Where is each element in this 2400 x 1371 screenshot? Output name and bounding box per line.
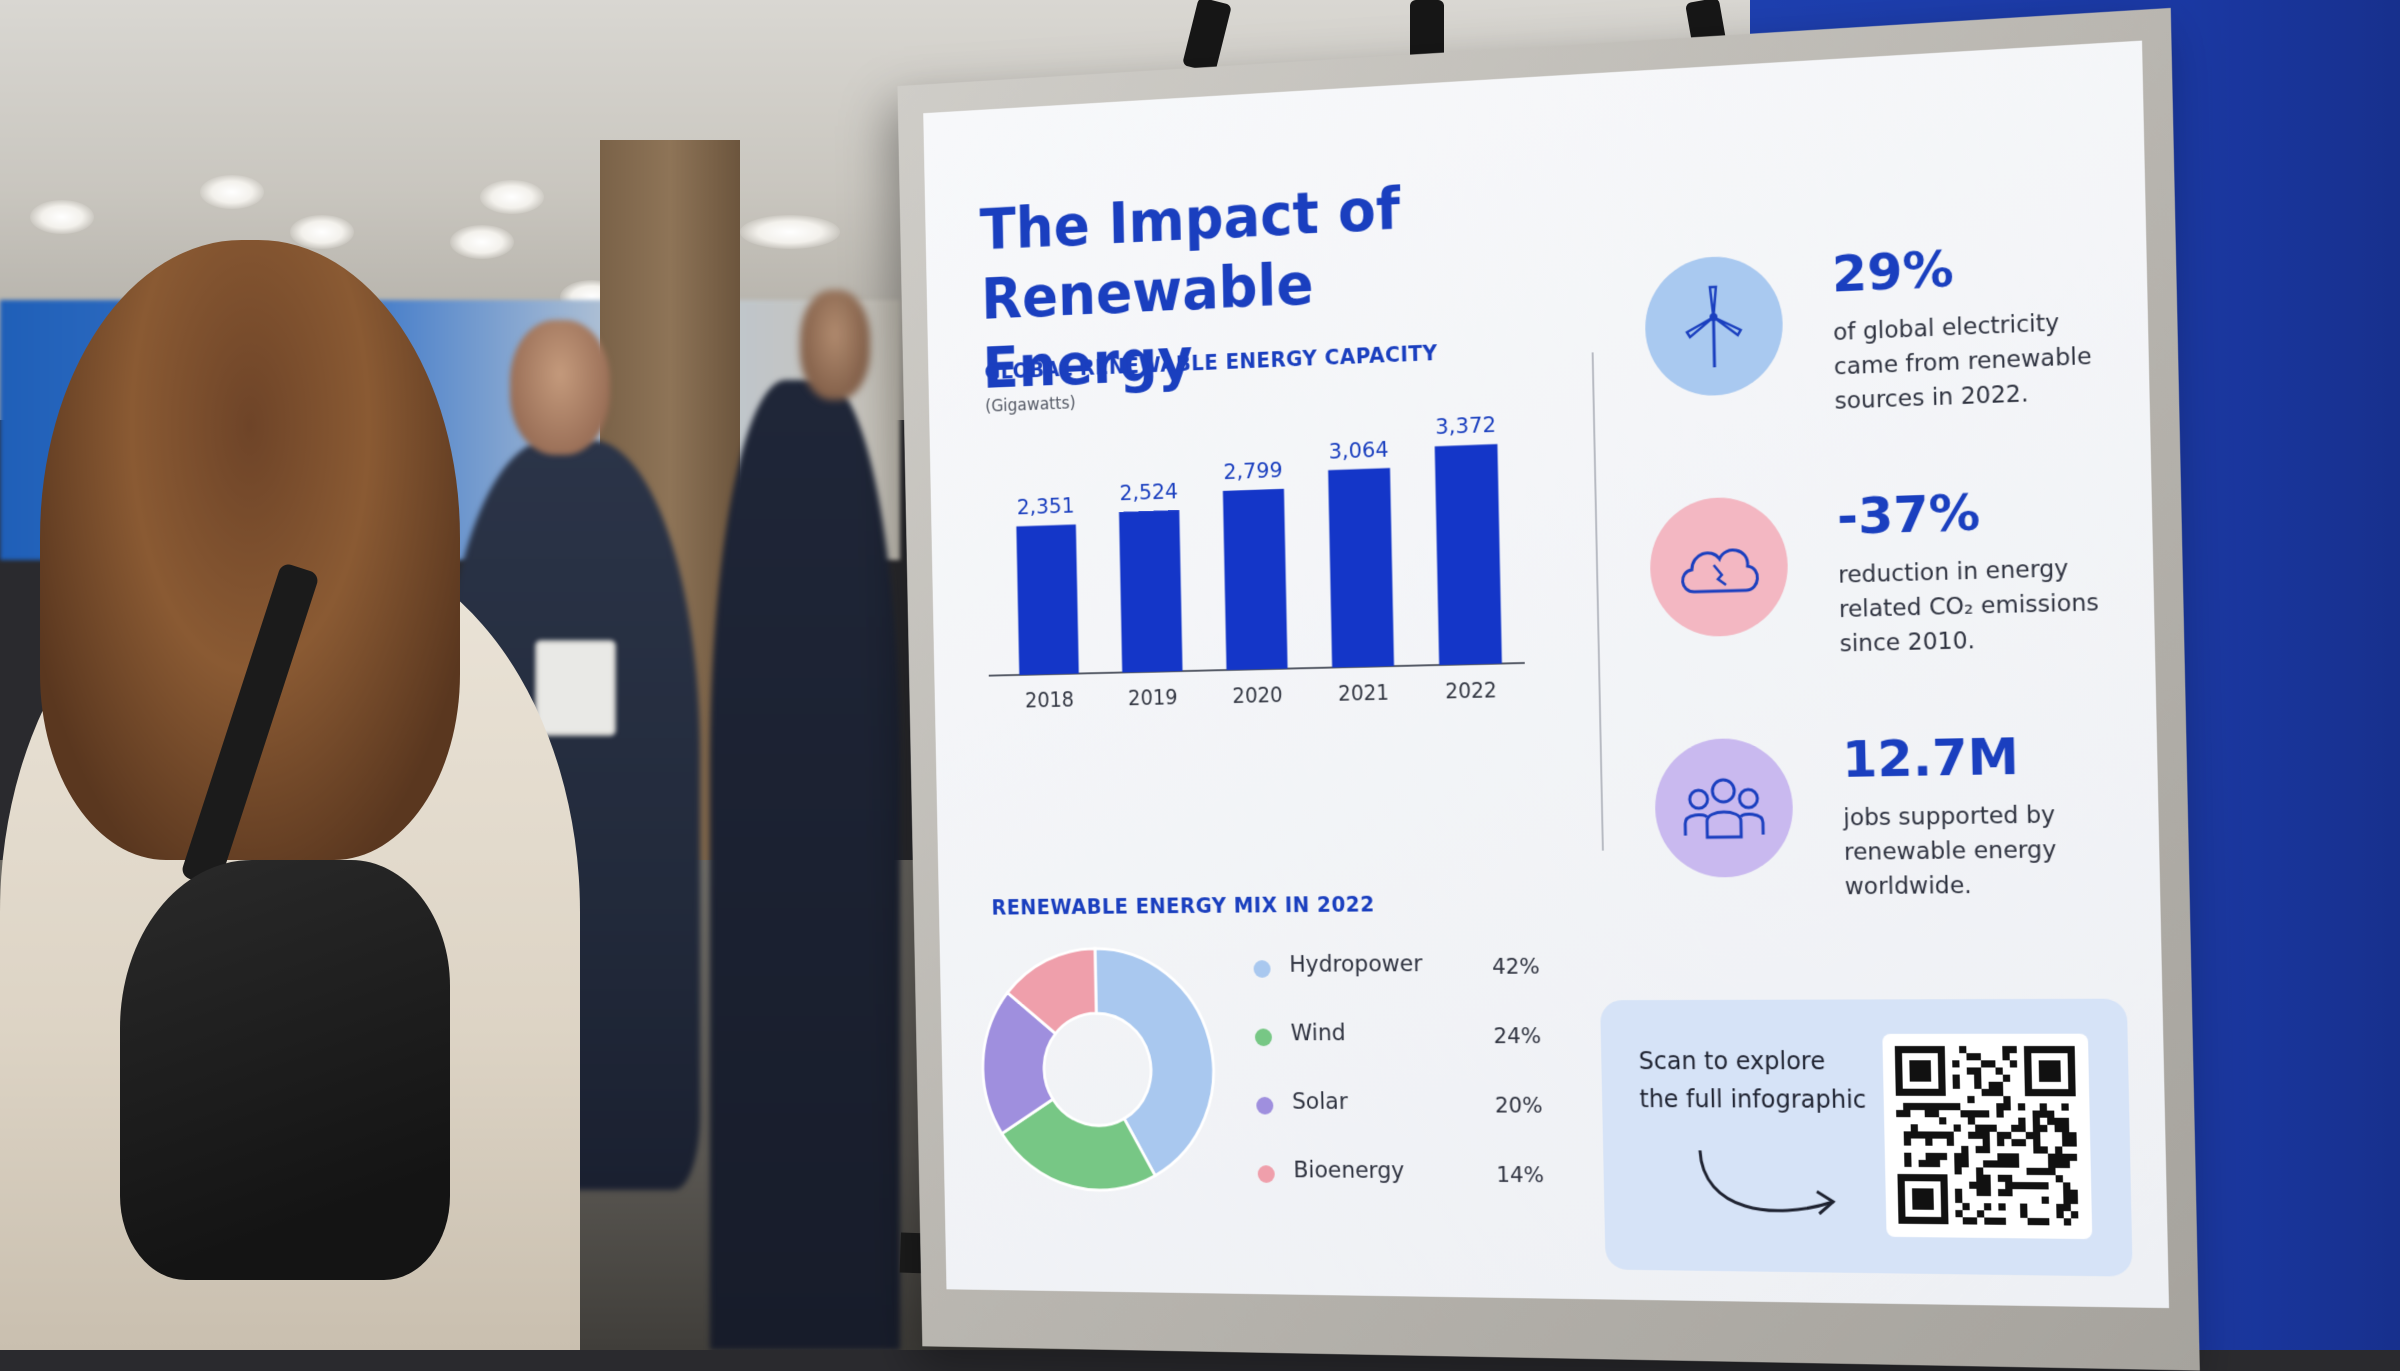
easel-leg: [1410, 0, 1444, 60]
bar-value-label: 2,799: [1223, 458, 1283, 485]
stat-emissions-reduction: -37% reduction in energy related CO₂ emi…: [1649, 484, 2131, 700]
column-divider: [1592, 352, 1604, 850]
legend-swatch: [1258, 1165, 1275, 1183]
stat-value: 12.7M: [1842, 727, 2020, 789]
people-icon: [1654, 737, 1794, 878]
curved-arrow-icon: [1692, 1140, 1844, 1232]
legend-percent: 14%: [1496, 1163, 1544, 1188]
name-badge: [535, 640, 616, 736]
bar-category-label: 2018: [1025, 688, 1074, 713]
legend-label: Wind: [1290, 1021, 1345, 1047]
capacity-bar-chart: 2,351 2018 2,524 2019 2,799 2020 3,064 2021 3,37…: [965, 395, 1535, 734]
ceiling-light: [200, 175, 264, 209]
ceiling-light: [740, 215, 840, 249]
legend-item: Hydropower 42%: [1253, 951, 1571, 1021]
bar-2018: [1016, 524, 1078, 674]
backpack: [120, 860, 450, 1280]
bar-2022: [1435, 444, 1502, 665]
bar-2019: [1119, 510, 1183, 672]
bar-value-label: 3,064: [1328, 437, 1389, 464]
legend-percent: 24%: [1493, 1024, 1541, 1049]
attendee-back-head: [800, 290, 870, 400]
ceiling-light: [450, 225, 514, 259]
stat-description: jobs supported by renewable energy world…: [1843, 797, 2144, 905]
wind-turbine-icon: [1644, 254, 1784, 398]
bar-value-label: 2,351: [1017, 494, 1075, 521]
bar-category-label: 2021: [1338, 680, 1389, 705]
cloud-icon: [1649, 495, 1789, 638]
legend-swatch: [1256, 1097, 1273, 1115]
legend-label: Hydropower: [1289, 951, 1422, 977]
qr-card: Scan to explore the full infographic: [1600, 999, 2133, 1277]
legend-label: Bioenergy: [1293, 1158, 1404, 1184]
stat-jobs-supported: 12.7M jobs supported by renewable energy…: [1654, 731, 2136, 940]
infographic-poster: The Impact of Renewable Energy GLOBAL RE…: [923, 41, 2169, 1308]
legend-item: Bioenergy 14%: [1257, 1157, 1575, 1229]
qr-caption: Scan to explore the full infographic: [1638, 1042, 1880, 1119]
legend-percent: 20%: [1495, 1094, 1543, 1119]
qr-code[interactable]: [1882, 1034, 2092, 1239]
legend-item: Solar 20%: [1256, 1089, 1574, 1159]
bar-value-label: 3,372: [1435, 413, 1496, 441]
poster-board: The Impact of Renewable Energy GLOBAL RE…: [897, 8, 2199, 1371]
ceiling-light: [30, 200, 94, 234]
attendee-man-head: [510, 320, 610, 455]
ceiling-light: [480, 180, 544, 214]
energy-mix-donut: [976, 933, 1221, 1206]
legend-label: Solar: [1292, 1089, 1348, 1115]
bar-category-label: 2022: [1445, 678, 1497, 704]
legend-swatch: [1255, 1029, 1272, 1047]
mix-heading: RENEWABLE ENERGY MIX IN 2022: [991, 893, 1374, 920]
qr-caption-line-2: the full infographic: [1639, 1080, 1880, 1119]
bar-2021: [1328, 468, 1394, 668]
legend-swatch: [1253, 960, 1270, 978]
bar-value-label: 2,524: [1119, 479, 1178, 506]
ceiling-light: [290, 215, 354, 249]
qr-caption-line-1: Scan to explore: [1638, 1042, 1879, 1081]
bar-category-label: 2019: [1128, 685, 1178, 710]
stat-description: reduction in energy related CO₂ emission…: [1838, 550, 2138, 662]
bar-2020: [1223, 489, 1288, 670]
bar-category-label: 2020: [1232, 683, 1283, 708]
attendee-back: [710, 380, 900, 1350]
legend-item: Wind 24%: [1255, 1020, 1573, 1090]
legend-percent: 42%: [1492, 955, 1540, 980]
stat-value: -37%: [1836, 483, 1980, 546]
energy-mix-legend: Hydropower 42% Wind 24% Solar 20% Bioenergy 14%: [1253, 951, 1575, 1230]
stat-electricity-share: 29% of global electricity came from rene…: [1644, 237, 2126, 460]
stat-value: 29%: [1831, 239, 1954, 303]
stat-description: of global electricity came from renewabl…: [1833, 303, 2133, 419]
